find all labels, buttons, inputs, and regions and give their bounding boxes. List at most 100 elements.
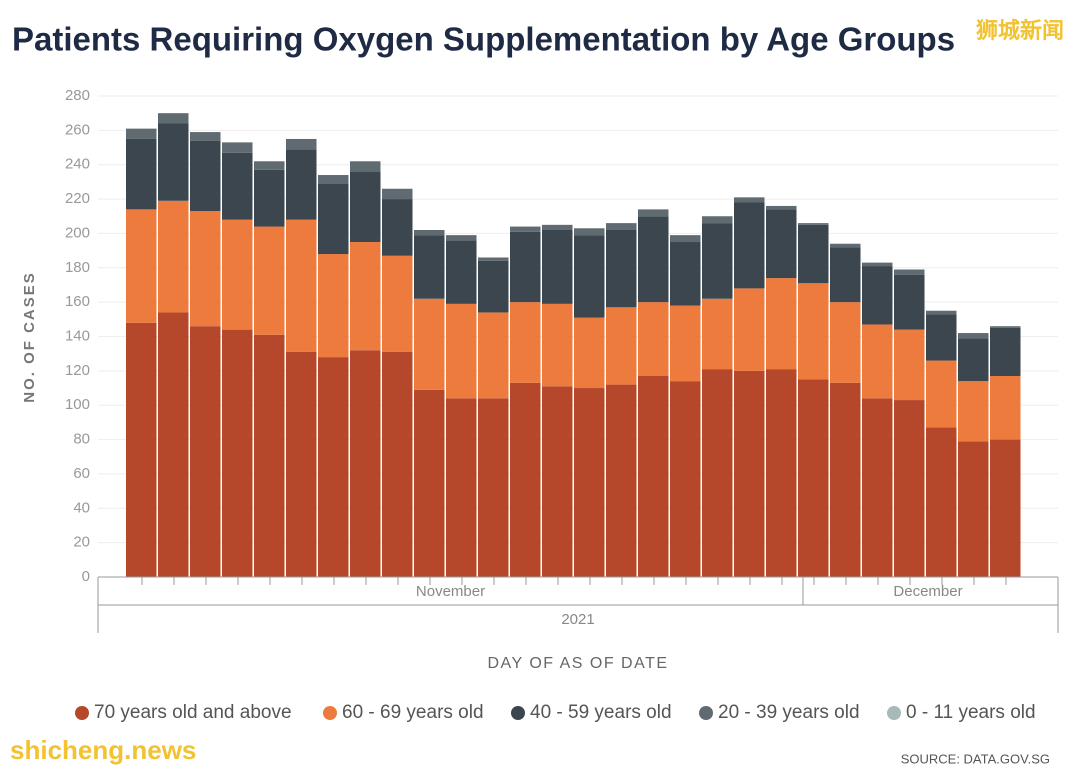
bar-segment [894, 329, 925, 401]
bar-segment [478, 257, 509, 261]
bar-segment [126, 209, 157, 323]
bar-segment [126, 138, 157, 210]
bar-segment [254, 334, 285, 577]
bar-segment [510, 226, 541, 232]
bar-segment [382, 351, 413, 577]
bar-segment [958, 333, 989, 339]
legend-label: 70 years old and above [94, 702, 292, 723]
watermark: 狮城新闻 [976, 18, 1064, 43]
bar-segment [382, 255, 413, 352]
bar-segment [606, 229, 637, 308]
bar-segment [894, 400, 925, 577]
bar-segment [414, 229, 445, 236]
bar-segment [958, 338, 989, 382]
bar-segment [606, 384, 637, 577]
y-tick-label: 20 [73, 534, 90, 551]
bar-segment [446, 303, 477, 399]
bar-segment [830, 247, 861, 303]
bar-segment [510, 231, 541, 303]
bar-segment [766, 278, 797, 370]
y-tick-label: 240 [65, 156, 90, 173]
y-tick-label: 200 [65, 224, 90, 241]
bar-segment [158, 200, 189, 313]
bar-segment [926, 314, 957, 361]
bar-segment [446, 240, 477, 304]
bar-segment [862, 324, 893, 399]
bar-segment [190, 326, 221, 577]
bar-segment [926, 310, 957, 315]
legend-label: 60 - 69 years old [342, 702, 484, 723]
bar-segment [862, 262, 893, 267]
bar-segment [990, 327, 1021, 377]
bar-segment [382, 188, 413, 200]
bar-segment [670, 381, 701, 577]
bar-segment [958, 441, 989, 577]
bar-segment [638, 216, 669, 303]
bar-segment [990, 326, 1021, 328]
bar-segment [702, 216, 733, 224]
bar-segment [414, 389, 445, 577]
bar-segment [126, 322, 157, 577]
bar-segment [126, 128, 157, 139]
bar-segment [670, 235, 701, 243]
bar-segment [222, 142, 253, 153]
bar-segment [830, 302, 861, 383]
bar-segment [766, 369, 797, 577]
bar-segment [734, 197, 765, 203]
bar-segment [254, 169, 285, 227]
bar-segment [766, 205, 797, 210]
bar-segment [318, 254, 349, 358]
bar-segment [862, 398, 893, 577]
bar-segment [222, 219, 253, 330]
bar-segment [414, 298, 445, 390]
y-tick-label: 220 [65, 190, 90, 207]
y-tick-label: 160 [65, 293, 90, 310]
bar-segment [734, 370, 765, 577]
legend-label: 20 - 39 years old [718, 702, 860, 723]
bar-segment [670, 242, 701, 306]
bar-segment [926, 427, 957, 577]
bar-segment [830, 243, 861, 248]
bar-segment [350, 161, 381, 172]
bar-segment [382, 199, 413, 256]
bar-segment [542, 303, 573, 387]
bar-segment [958, 381, 989, 442]
bar-segment [798, 379, 829, 577]
bar-segment [190, 132, 221, 141]
bar-segment [222, 329, 253, 577]
bar-segment [542, 224, 573, 230]
legend-swatch [75, 706, 89, 720]
bar-segment [478, 260, 509, 313]
y-tick-label: 280 [65, 87, 90, 104]
bar-segment [478, 398, 509, 577]
bar-segment [702, 369, 733, 577]
bar-segment [542, 229, 573, 304]
y-tick-label: 260 [65, 121, 90, 138]
bar-segment [638, 302, 669, 377]
bar-segment [574, 228, 605, 236]
legend-swatch [699, 706, 713, 720]
bar-segment [254, 226, 285, 335]
bar-segment [638, 376, 669, 577]
bar-segment [286, 138, 317, 150]
bar-segment [574, 388, 605, 577]
bar-segment [734, 202, 765, 289]
bar-segment [606, 307, 637, 385]
bar-segment [702, 223, 733, 299]
bar-segment [830, 382, 861, 577]
bar-segment [478, 312, 509, 399]
bar-segment [894, 274, 925, 330]
y-tick-label: 80 [73, 431, 90, 448]
bar-segment [286, 351, 317, 577]
bar-segment [510, 302, 541, 383]
y-tick-label: 180 [65, 259, 90, 276]
x-group-outer-label: 2021 [561, 611, 594, 628]
y-tick-label: 60 [73, 465, 90, 482]
bar-segment [798, 223, 829, 225]
bar-segment [510, 382, 541, 577]
bar-segment [894, 269, 925, 275]
legend-label: 0 - 11 years old [906, 702, 1036, 723]
bar-segment [606, 223, 637, 230]
y-tick-label: 100 [65, 396, 90, 413]
